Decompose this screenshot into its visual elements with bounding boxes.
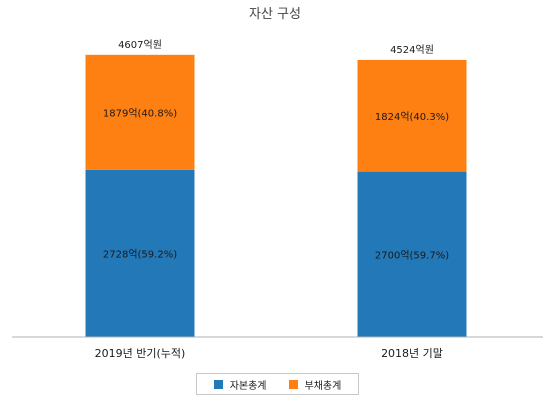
legend: 자본총계 부채총계 (196, 373, 359, 395)
legend-item-liabilities: 부채총계 (288, 377, 342, 392)
bar-label-capital-0: 2728억(59.2%) (103, 248, 177, 260)
bar-capital-1 (357, 171, 467, 337)
bar-label-liabilities-0: 1879억(40.8%) (103, 107, 177, 119)
legend-label-capital: 자본총계 (229, 380, 267, 392)
total-label-1: 4524억원 (390, 44, 434, 56)
bar-liabilities-1 (357, 59, 467, 172)
x-tick-label-1: 2018년 기말 (381, 347, 443, 360)
bar-liabilities-0 (85, 54, 195, 170)
chart-title: 자산 구성 (249, 7, 301, 22)
bar-capital-0 (85, 169, 195, 337)
bars-layer: 2728억(59.2%) 1879억(40.8%) 4607억원 2019년 반기(누… (85, 39, 467, 360)
bar-label-capital-1: 2700억(59.7%) (375, 249, 449, 261)
x-tick-label-0: 2019년 반기(누적) (95, 347, 186, 360)
legend-item-capital: 자본총계 (213, 377, 267, 392)
total-label-0: 4607억원 (118, 39, 162, 51)
legend-swatch-capital (213, 379, 223, 389)
legend-swatch-liabilities (288, 379, 298, 389)
bar-label-liabilities-1: 1824억(40.3%) (375, 111, 449, 123)
legend-label-liabilities: 부채총계 (304, 380, 342, 392)
